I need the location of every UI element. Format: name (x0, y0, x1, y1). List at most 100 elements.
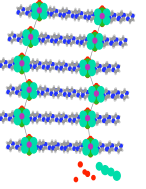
Circle shape (89, 65, 90, 66)
Circle shape (120, 148, 122, 150)
Circle shape (95, 35, 96, 36)
Circle shape (21, 58, 22, 59)
Circle shape (66, 95, 68, 98)
Circle shape (62, 9, 64, 11)
Circle shape (55, 89, 57, 92)
Circle shape (16, 88, 18, 90)
Circle shape (26, 136, 29, 140)
Circle shape (94, 68, 96, 71)
Circle shape (130, 13, 131, 15)
Circle shape (4, 114, 7, 117)
Circle shape (27, 89, 32, 96)
Circle shape (88, 142, 93, 149)
Circle shape (28, 151, 31, 155)
Circle shape (84, 64, 85, 65)
Circle shape (94, 89, 99, 96)
Circle shape (36, 2, 39, 6)
Circle shape (8, 34, 9, 35)
Circle shape (75, 8, 76, 9)
Circle shape (9, 64, 12, 67)
Circle shape (111, 41, 113, 45)
Circle shape (68, 41, 70, 43)
Circle shape (43, 140, 44, 141)
Circle shape (99, 119, 101, 122)
Circle shape (124, 20, 125, 21)
Circle shape (36, 67, 37, 68)
Circle shape (55, 63, 56, 64)
Circle shape (49, 143, 51, 146)
Circle shape (23, 65, 25, 67)
Circle shape (29, 61, 30, 62)
Circle shape (74, 20, 75, 21)
Circle shape (96, 34, 102, 42)
Circle shape (17, 67, 18, 68)
Circle shape (69, 67, 71, 70)
Circle shape (106, 62, 107, 63)
Circle shape (7, 88, 9, 90)
Circle shape (81, 148, 83, 150)
Circle shape (118, 91, 119, 93)
Circle shape (22, 67, 25, 70)
Circle shape (115, 99, 116, 101)
Circle shape (29, 13, 31, 15)
Circle shape (55, 66, 58, 70)
Circle shape (71, 11, 72, 12)
Circle shape (84, 114, 87, 118)
Circle shape (106, 88, 107, 89)
Circle shape (131, 14, 134, 18)
Circle shape (8, 119, 9, 121)
Circle shape (107, 116, 110, 119)
Circle shape (45, 71, 46, 72)
Circle shape (118, 97, 119, 98)
Circle shape (95, 100, 98, 104)
Circle shape (71, 34, 72, 35)
Circle shape (113, 171, 120, 180)
Circle shape (29, 148, 32, 152)
Circle shape (97, 114, 98, 117)
Circle shape (85, 65, 87, 67)
Circle shape (116, 95, 118, 98)
Circle shape (21, 122, 22, 124)
Circle shape (58, 86, 59, 87)
Circle shape (119, 116, 120, 117)
Circle shape (38, 17, 41, 21)
Circle shape (26, 7, 27, 8)
Circle shape (47, 66, 49, 69)
Circle shape (23, 38, 25, 41)
Circle shape (49, 61, 51, 64)
Circle shape (89, 91, 90, 92)
Circle shape (99, 16, 101, 20)
Circle shape (100, 11, 101, 12)
Circle shape (51, 63, 54, 66)
Circle shape (107, 95, 109, 98)
Circle shape (45, 34, 47, 36)
Circle shape (28, 14, 30, 16)
Circle shape (109, 97, 110, 98)
Circle shape (18, 116, 21, 119)
Circle shape (92, 44, 94, 46)
Circle shape (106, 70, 108, 72)
Circle shape (100, 65, 101, 66)
Circle shape (29, 93, 32, 97)
Circle shape (73, 144, 75, 146)
Circle shape (58, 88, 59, 90)
Circle shape (12, 111, 13, 112)
Circle shape (20, 114, 24, 119)
Circle shape (95, 91, 98, 94)
Circle shape (16, 67, 17, 68)
Circle shape (22, 62, 25, 66)
Circle shape (63, 14, 65, 17)
Circle shape (103, 116, 105, 119)
Circle shape (47, 119, 49, 121)
Circle shape (117, 120, 119, 122)
Circle shape (53, 97, 54, 98)
Circle shape (20, 119, 21, 121)
Circle shape (70, 36, 72, 38)
Circle shape (0, 64, 2, 67)
Circle shape (23, 93, 24, 94)
Circle shape (51, 9, 54, 12)
Circle shape (55, 142, 57, 144)
Circle shape (99, 65, 101, 68)
Circle shape (10, 96, 11, 97)
Circle shape (25, 114, 26, 115)
